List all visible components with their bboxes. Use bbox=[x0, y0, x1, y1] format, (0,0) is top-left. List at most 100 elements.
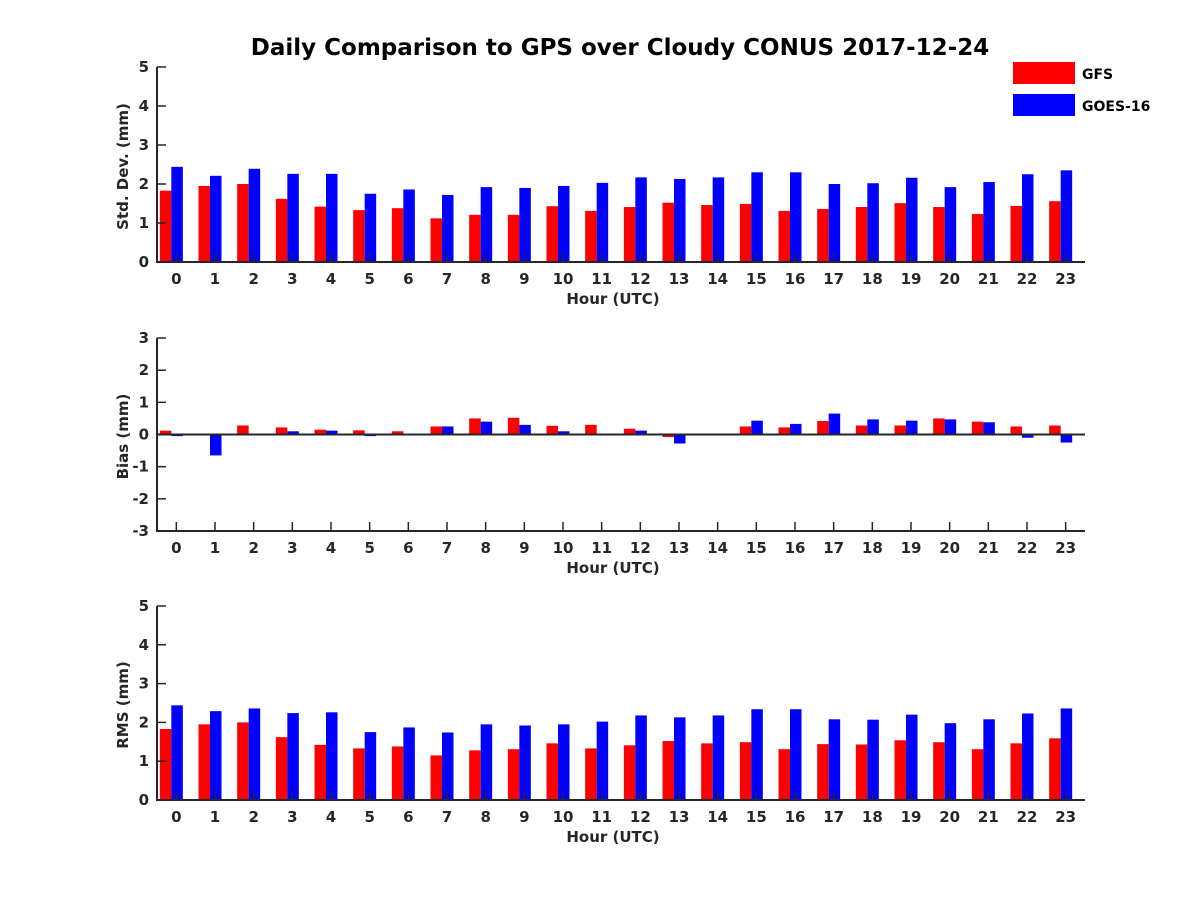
bar-p1-s0-h20 bbox=[933, 418, 945, 435]
bar-p2-s0-h1 bbox=[198, 724, 210, 800]
bar-p1-s0-h23 bbox=[1049, 425, 1061, 435]
bar-p0-s1-h21 bbox=[983, 182, 995, 262]
bar-p2-s1-h10 bbox=[558, 724, 570, 800]
xtick-label-p2-21: 21 bbox=[978, 808, 999, 826]
ytick-label-p1-3: 0 bbox=[139, 426, 149, 444]
x-axis-label-1: Hour (UTC) bbox=[566, 559, 659, 577]
bar-p2-s0-h9 bbox=[507, 749, 520, 800]
xtick-label-p0-18: 18 bbox=[862, 270, 883, 288]
xtick-label-p2-2: 2 bbox=[248, 808, 258, 826]
bar-p1-s0-h11 bbox=[585, 424, 597, 435]
xtick-label-p2-20: 20 bbox=[939, 808, 960, 826]
bar-p1-s1-h16 bbox=[790, 423, 802, 435]
bar-p0-s1-h9 bbox=[519, 187, 531, 262]
xtick-label-p0-7: 7 bbox=[442, 270, 452, 288]
xtick-label-p0-1: 1 bbox=[210, 270, 220, 288]
xtick-label-p1-4: 4 bbox=[326, 539, 336, 557]
ytick-label-p1-5: 2 bbox=[139, 361, 149, 379]
bar-p1-s1-h15 bbox=[751, 420, 763, 435]
bar-p1-s1-h9 bbox=[519, 424, 531, 435]
bar-p1-s0-h15 bbox=[739, 426, 752, 435]
xtick-label-p0-3: 3 bbox=[287, 270, 297, 288]
xtick-label-p1-23: 23 bbox=[1055, 539, 1076, 557]
bar-p0-s1-h14 bbox=[712, 177, 725, 262]
xtick-label-p1-0: 0 bbox=[171, 539, 181, 557]
bar-p0-s0-h7 bbox=[430, 218, 442, 262]
bar-p2-s1-h15 bbox=[751, 709, 763, 800]
bar-p1-s0-h3 bbox=[275, 427, 288, 435]
xtick-label-p0-0: 0 bbox=[171, 270, 181, 288]
bar-p0-s0-h21 bbox=[971, 214, 984, 262]
bar-p2-s0-h19 bbox=[894, 740, 906, 800]
xtick-label-p2-19: 19 bbox=[901, 808, 922, 826]
bar-p1-s1-h3 bbox=[287, 431, 299, 435]
bar-p0-s0-h4 bbox=[314, 206, 326, 262]
xtick-label-p1-5: 5 bbox=[364, 539, 374, 557]
bar-p0-s1-h20 bbox=[944, 187, 957, 262]
bar-p2-s1-h1 bbox=[210, 711, 222, 800]
ytick-label-p1-6: 3 bbox=[139, 329, 149, 347]
legend-label-0: GFS bbox=[1082, 67, 1113, 83]
legend-swatch-0 bbox=[1013, 62, 1075, 84]
xtick-label-p0-21: 21 bbox=[978, 270, 999, 288]
bar-p2-s0-h3 bbox=[275, 737, 288, 800]
ytick-label-p1-4: 1 bbox=[139, 393, 149, 411]
bar-p0-s0-h3 bbox=[275, 198, 288, 262]
bar-p1-s1-h18 bbox=[867, 419, 879, 435]
xtick-label-p0-15: 15 bbox=[746, 270, 767, 288]
y-axis-label-0: Std. Dev. (mm) bbox=[114, 103, 132, 230]
bar-p0-s0-h0 bbox=[159, 190, 172, 262]
xtick-label-p1-2: 2 bbox=[248, 539, 258, 557]
xtick-label-p0-17: 17 bbox=[823, 270, 844, 288]
xtick-label-p2-18: 18 bbox=[862, 808, 883, 826]
bar-p2-s1-h3 bbox=[287, 713, 299, 800]
bar-p2-s0-h8 bbox=[469, 750, 481, 800]
xtick-label-p1-9: 9 bbox=[519, 539, 529, 557]
bar-p2-s1-h16 bbox=[790, 709, 802, 800]
ytick-label-p2-5: 5 bbox=[139, 597, 149, 615]
bar-p1-s1-h12 bbox=[635, 430, 647, 435]
ytick-label-p0-1: 1 bbox=[139, 214, 149, 232]
xtick-label-p2-6: 6 bbox=[403, 808, 413, 826]
xtick-label-p1-12: 12 bbox=[630, 539, 651, 557]
bar-p0-s1-h5 bbox=[364, 193, 377, 262]
xtick-label-p1-18: 18 bbox=[862, 539, 883, 557]
bar-p2-s0-h12 bbox=[623, 745, 636, 800]
bar-p2-s0-h14 bbox=[701, 743, 713, 800]
bar-p0-s0-h18 bbox=[855, 207, 868, 262]
bar-p2-s1-h4 bbox=[326, 712, 338, 800]
bar-p0-s1-h6 bbox=[403, 189, 415, 262]
bar-p2-s1-h22 bbox=[1022, 713, 1034, 800]
bar-p2-s0-h4 bbox=[314, 744, 326, 800]
ytick-label-p0-3: 3 bbox=[139, 136, 149, 154]
xtick-label-p2-5: 5 bbox=[364, 808, 374, 826]
bar-p1-s0-h10 bbox=[546, 425, 558, 435]
bar-p0-s1-h13 bbox=[674, 178, 686, 262]
bar-p0-s0-h22 bbox=[1010, 205, 1022, 262]
xtick-label-p2-13: 13 bbox=[669, 808, 690, 826]
legend-swatch-1 bbox=[1013, 94, 1075, 116]
bar-p1-s0-h22 bbox=[1010, 426, 1022, 435]
ytick-label-p1-1: -2 bbox=[132, 490, 149, 508]
bar-p1-s1-h1 bbox=[210, 434, 222, 456]
bar-p1-s1-h7 bbox=[442, 426, 454, 435]
bar-p1-s0-h4 bbox=[314, 429, 326, 435]
bar-p1-s0-h19 bbox=[894, 425, 906, 435]
bar-p1-s1-h21 bbox=[983, 422, 995, 435]
bar-p2-s1-h0 bbox=[171, 705, 183, 800]
bar-p2-s1-h19 bbox=[906, 714, 918, 800]
xtick-label-p2-9: 9 bbox=[519, 808, 529, 826]
bar-p0-s1-h3 bbox=[287, 173, 299, 262]
bar-p2-s0-h10 bbox=[546, 743, 558, 800]
bar-p2-s1-h20 bbox=[944, 723, 957, 800]
xtick-label-p0-16: 16 bbox=[785, 270, 806, 288]
xtick-label-p2-1: 1 bbox=[210, 808, 220, 826]
xtick-label-p0-12: 12 bbox=[630, 270, 651, 288]
xtick-label-p1-14: 14 bbox=[707, 539, 728, 557]
ytick-label-p1-2: -1 bbox=[132, 458, 149, 476]
bar-p1-s1-h8 bbox=[480, 421, 493, 435]
bar-p0-s0-h19 bbox=[894, 203, 906, 262]
bar-p0-s0-h17 bbox=[817, 208, 829, 262]
xtick-label-p0-23: 23 bbox=[1055, 270, 1076, 288]
